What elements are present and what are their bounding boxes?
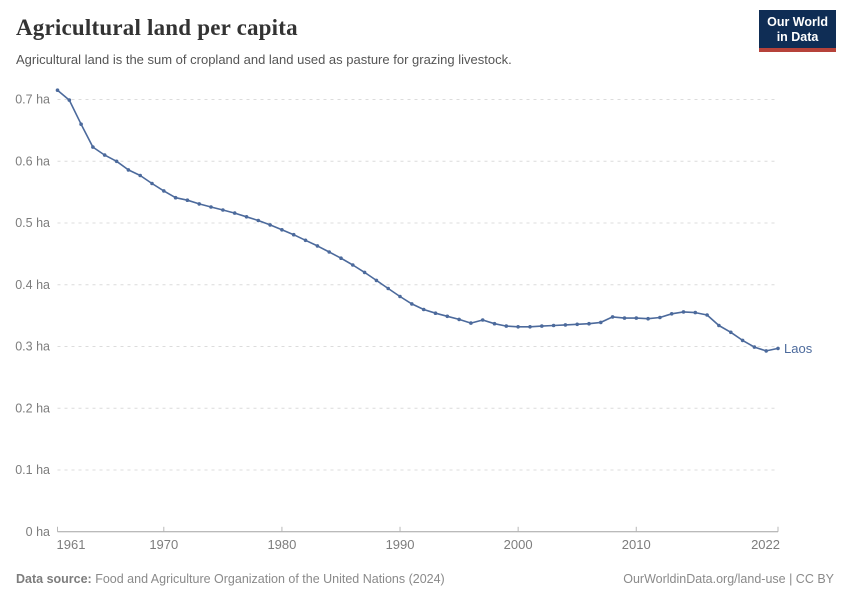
- data-point[interactable]: [209, 205, 213, 209]
- data-point[interactable]: [681, 310, 686, 314]
- owid-logo-line2: in Data: [776, 29, 819, 44]
- data-point[interactable]: [622, 316, 627, 320]
- page-title: Agricultural land per capita: [16, 15, 298, 40]
- data-point[interactable]: [480, 318, 485, 322]
- data-point[interactable]: [221, 208, 225, 212]
- data-point[interactable]: [114, 159, 119, 164]
- x-axis-tick-label: 1990: [386, 537, 415, 552]
- data-point[interactable]: [374, 278, 379, 283]
- data-point[interactable]: [150, 181, 154, 186]
- data-point[interactable]: [610, 315, 615, 319]
- data-point[interactable]: [173, 195, 178, 200]
- data-point[interactable]: [729, 330, 733, 335]
- data-point[interactable]: [646, 316, 650, 321]
- data-point[interactable]: [339, 256, 343, 261]
- data-point[interactable]: [563, 323, 568, 327]
- data-point[interactable]: [67, 98, 72, 102]
- data-point[interactable]: [599, 320, 603, 325]
- data-point[interactable]: [102, 153, 107, 157]
- data-point[interactable]: [351, 263, 355, 267]
- data-source-label: Data source:: [16, 572, 92, 586]
- data-point[interactable]: [764, 349, 768, 353]
- data-point[interactable]: [776, 346, 780, 351]
- y-axis-tick-label: 0.6 ha: [15, 154, 50, 168]
- data-point[interactable]: [693, 310, 698, 315]
- data-point[interactable]: [232, 211, 237, 215]
- data-point[interactable]: [280, 228, 284, 232]
- x-axis-tick-label: 2000: [504, 537, 533, 552]
- data-point[interactable]: [386, 286, 391, 291]
- data-point[interactable]: [705, 313, 709, 317]
- x-axis-tick-label: 1961: [57, 537, 86, 552]
- data-point[interactable]: [91, 145, 95, 149]
- chart-footer: Data source: Food and Agriculture Organi…: [16, 572, 834, 586]
- chart-subtitle: Agricultural land is the sum of cropland…: [16, 52, 512, 67]
- y-axis-tick-label: 0.1 ha: [15, 463, 50, 477]
- data-point[interactable]: [752, 345, 757, 349]
- y-axis-tick-label: 0.4 ha: [15, 278, 50, 292]
- data-point[interactable]: [445, 314, 450, 319]
- data-point[interactable]: [540, 324, 544, 328]
- data-point[interactable]: [398, 294, 402, 299]
- data-point[interactable]: [268, 223, 272, 227]
- data-point[interactable]: [669, 312, 674, 316]
- data-point[interactable]: [185, 198, 190, 202]
- data-point[interactable]: [303, 238, 308, 243]
- data-point[interactable]: [79, 122, 83, 126]
- data-point[interactable]: [634, 316, 639, 320]
- data-point[interactable]: [327, 250, 332, 254]
- data-line-laos[interactable]: [56, 89, 779, 352]
- data-point[interactable]: [504, 324, 509, 328]
- x-axis-tick-label: 2010: [622, 537, 651, 552]
- owid-logo[interactable]: Our World in Data: [759, 10, 836, 52]
- data-point[interactable]: [126, 168, 131, 172]
- series-end-label[interactable]: Laos: [784, 341, 813, 356]
- license-credit[interactable]: OurWorldinData.org/land-use | CC BY: [623, 572, 834, 586]
- data-point[interactable]: [362, 270, 367, 275]
- data-point[interactable]: [551, 323, 556, 328]
- data-point[interactable]: [528, 325, 532, 329]
- data-source: Data source: Food and Agriculture Organi…: [16, 572, 445, 586]
- y-axis-tick-label: 0.2 ha: [15, 401, 50, 415]
- data-point[interactable]: [740, 338, 745, 343]
- data-point[interactable]: [469, 321, 473, 325]
- data-point[interactable]: [244, 215, 249, 219]
- data-source-text: Food and Agriculture Organization of the…: [91, 572, 445, 586]
- x-axis-tick-label: 1980: [267, 537, 296, 552]
- data-point[interactable]: [256, 218, 261, 223]
- y-axis-tick-label: 0.7 ha: [15, 93, 50, 107]
- y-axis-tick-label: 0.5 ha: [15, 216, 50, 230]
- data-point[interactable]: [457, 317, 461, 322]
- data-point[interactable]: [410, 302, 414, 306]
- data-point[interactable]: [55, 88, 60, 92]
- y-axis-tick-label: 0.3 ha: [15, 340, 50, 354]
- x-axis-tick-label: 2022: [751, 537, 780, 552]
- data-point[interactable]: [421, 307, 426, 312]
- data-point[interactable]: [717, 323, 721, 328]
- data-point[interactable]: [197, 202, 201, 206]
- data-point[interactable]: [516, 325, 520, 329]
- x-axis-tick-label: 1970: [149, 537, 178, 552]
- data-point[interactable]: [587, 321, 591, 326]
- data-point[interactable]: [433, 311, 438, 316]
- data-point[interactable]: [291, 232, 296, 237]
- data-point[interactable]: [575, 322, 579, 327]
- data-point[interactable]: [658, 315, 662, 320]
- data-point[interactable]: [138, 173, 142, 178]
- data-point[interactable]: [492, 321, 497, 326]
- data-point[interactable]: [315, 244, 320, 248]
- y-axis-tick-label: 0 ha: [26, 525, 50, 539]
- data-point[interactable]: [162, 189, 166, 193]
- owid-logo-line1: Our World: [767, 15, 828, 29]
